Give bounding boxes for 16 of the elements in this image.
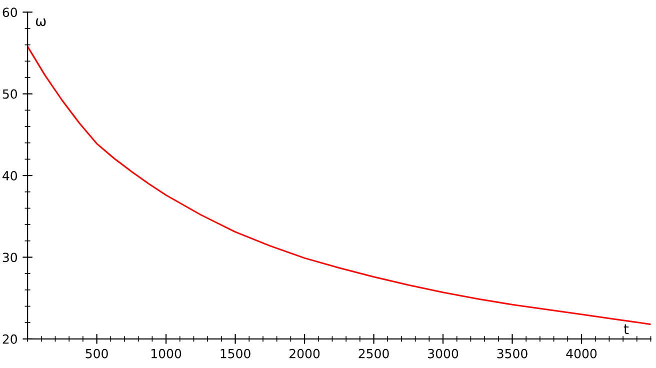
y-tick-label: 60 — [2, 8, 17, 18]
x-tick-label: 1500 — [220, 348, 250, 358]
x-tick-label: 2500 — [358, 348, 389, 358]
x-axis-title: t — [624, 324, 629, 334]
y-tick-label: 50 — [2, 89, 17, 99]
x-tick-label: 3000 — [428, 348, 458, 358]
x-tick-label: 2000 — [290, 348, 320, 358]
x-tick-label: 4000 — [566, 348, 597, 358]
y-axis-title: ω — [36, 18, 46, 26]
y-tick-label: 30 — [2, 252, 17, 262]
y-tick-label: 40 — [2, 171, 17, 180]
x-tick-label: 1000 — [152, 348, 182, 358]
y-tick-label: 20 — [2, 334, 17, 344]
x-tick-label: 500 — [86, 348, 108, 358]
x-tick-label: 3500 — [497, 348, 528, 358]
line-series — [28, 46, 651, 325]
